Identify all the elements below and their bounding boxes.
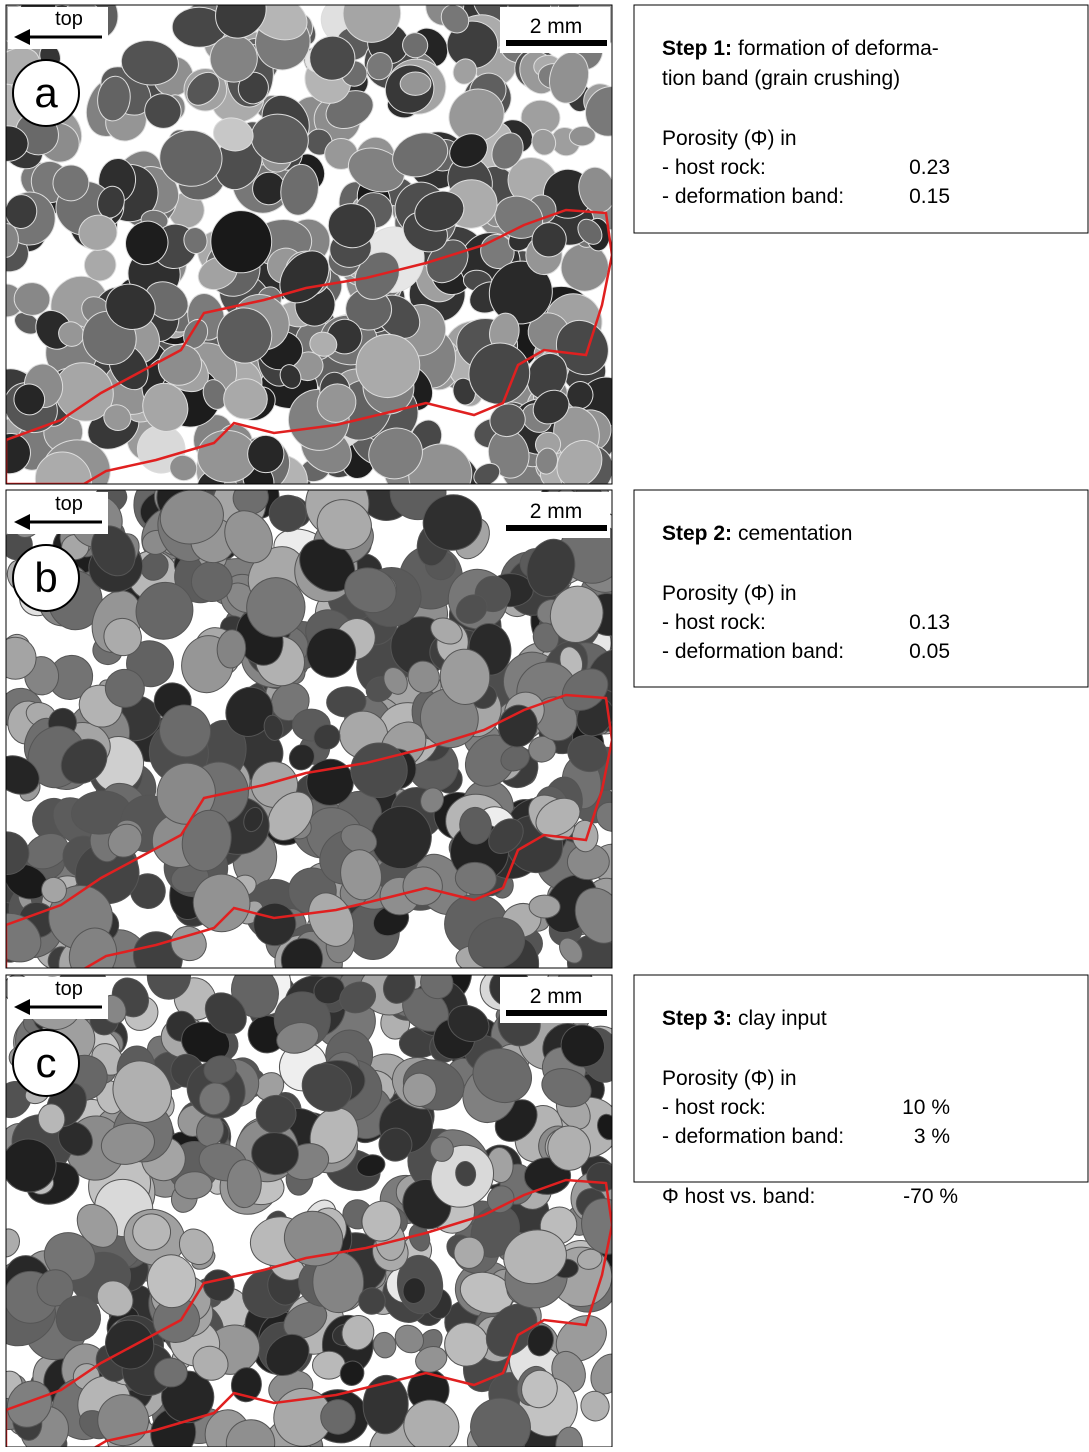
grain (430, 1137, 453, 1162)
porosity-row-value: 0.13 (909, 611, 950, 634)
panel-label: c (36, 1039, 57, 1086)
porosity-row-value: 10 % (902, 1096, 950, 1119)
scale-label: 2 mm (530, 500, 583, 523)
step-title: Step 1: (662, 37, 732, 60)
step-description: formation of deforma- (738, 37, 939, 60)
top-label: top (55, 8, 83, 30)
grain (227, 1160, 261, 1208)
porosity-row-value: 0.05 (909, 640, 950, 663)
grain (400, 72, 431, 96)
step-title: Step 3: (662, 1007, 732, 1030)
top-label: top (55, 978, 83, 1000)
step-line: Step 3: clay input (662, 1007, 827, 1030)
porosity-row-label: - host rock: (662, 611, 766, 634)
porosity-row-label: - deformation band: (662, 1125, 844, 1148)
grain (351, 743, 407, 798)
comparison-value: -70 % (903, 1185, 958, 1208)
step-description: cementation (738, 522, 852, 545)
step-title: Step 2: (662, 522, 732, 545)
scale-bar (506, 1010, 607, 1016)
panel-label: b (34, 554, 57, 601)
step-description: clay input (738, 1007, 827, 1030)
porosity-row-label: - host rock: (662, 156, 766, 179)
top-label: top (55, 493, 83, 515)
grain (247, 435, 284, 474)
porosity-heading: Porosity (Φ) in (662, 1067, 797, 1090)
porosity-heading: Porosity (Φ) in (662, 127, 797, 150)
comparison-label: Φ host vs. band: (662, 1185, 815, 1208)
panel-label: a (34, 69, 58, 116)
step-line: Step 1: formation of deforma- (662, 37, 939, 60)
porosity-row-label: - deformation band: (662, 640, 844, 663)
scale-bar (506, 525, 607, 531)
step-line: Step 2: cementation (662, 522, 852, 545)
porosity-row-value: 0.23 (909, 156, 950, 179)
scale-label: 2 mm (530, 985, 583, 1008)
scale-bar (506, 40, 607, 46)
porosity-heading: Porosity (Φ) in (662, 582, 797, 605)
porosity-row-value: 0.15 (909, 185, 950, 208)
porosity-row-label: - host rock: (662, 1096, 766, 1119)
porosity-row-value: 3 % (914, 1125, 950, 1148)
grain (223, 378, 267, 419)
porosity-row-label: - deformation band: (662, 185, 844, 208)
figure: top 2 mm a Step 1: formation of deforma-tion… (0, 0, 1089, 1447)
scale-label: 2 mm (530, 15, 583, 38)
grain (444, 1322, 489, 1367)
step-description: tion band (grain crushing) (662, 67, 900, 90)
grain (529, 895, 561, 919)
micrograph (0, 0, 648, 524)
